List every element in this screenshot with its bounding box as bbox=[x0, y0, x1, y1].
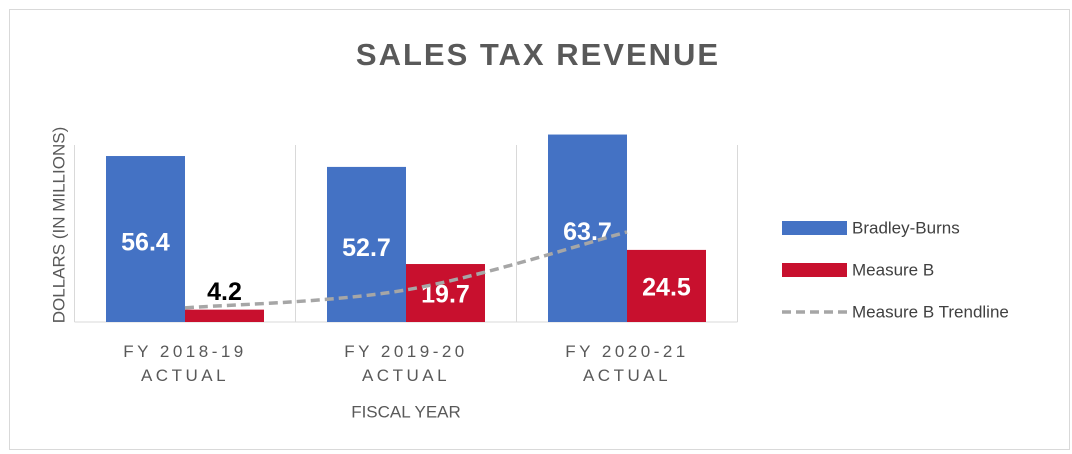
legend-swatch bbox=[782, 221, 847, 235]
data-label: 24.5 bbox=[642, 274, 691, 302]
y-axis-label: DOLLARS (IN MILLIONS) bbox=[49, 127, 68, 324]
x-tick-label: FY 2018-19 ACTUAL bbox=[123, 342, 247, 385]
x-tick-label: FY 2020-21 ACTUAL bbox=[565, 342, 689, 385]
bar bbox=[327, 166, 406, 322]
legend-label: Measure B Trendline bbox=[852, 302, 1009, 321]
bar bbox=[406, 264, 485, 322]
bar bbox=[185, 309, 264, 322]
x-axis-label: FISCAL YEAR bbox=[351, 402, 461, 421]
chart-border bbox=[9, 9, 1070, 450]
data-label: 56.4 bbox=[121, 229, 170, 257]
legend-swatch bbox=[782, 263, 847, 277]
chart-title: SALES TAX REVENUE bbox=[356, 37, 720, 72]
data-label: 4.2 bbox=[207, 278, 242, 306]
legend-label: Bradley-Burns bbox=[852, 218, 960, 237]
bar bbox=[548, 134, 627, 322]
bar bbox=[106, 156, 185, 322]
data-label: 52.7 bbox=[342, 234, 391, 262]
data-label: 63.7 bbox=[563, 218, 612, 246]
bar bbox=[627, 249, 706, 322]
legend-label: Measure B bbox=[852, 260, 934, 279]
x-tick-label: FY 2019-20 ACTUAL bbox=[344, 342, 468, 385]
trendline bbox=[184, 230, 628, 310]
